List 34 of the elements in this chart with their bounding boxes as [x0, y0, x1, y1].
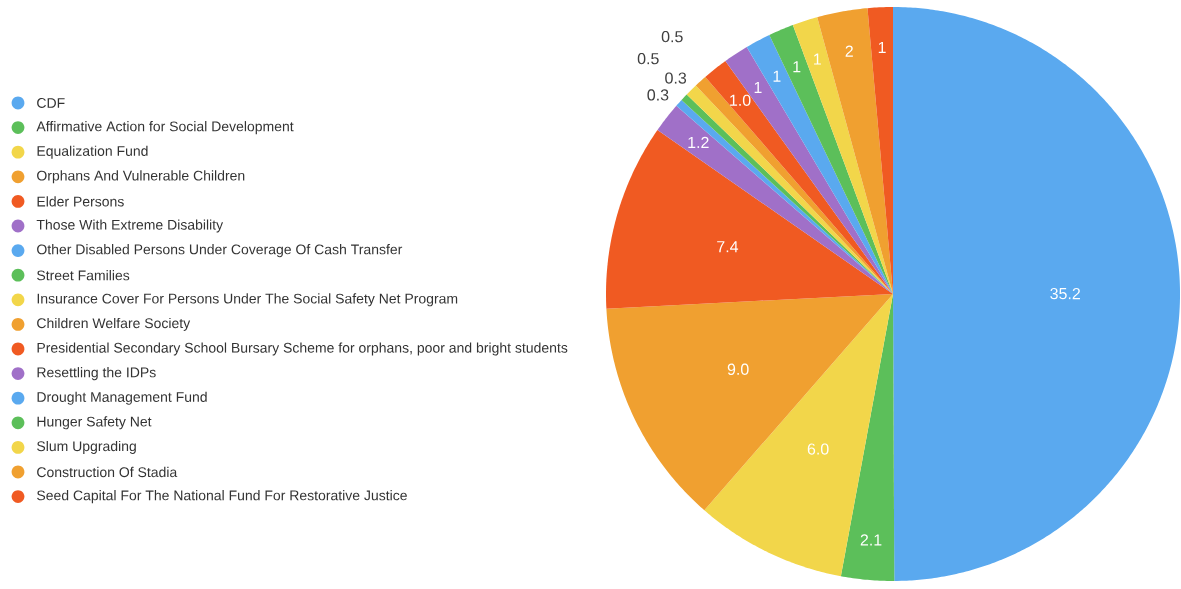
data-label: 1 [773, 70, 781, 82]
data-label: 1.2 [688, 136, 709, 148]
legend-label: Those With Extreme Disability [36, 219, 224, 233]
data-label: 1 [878, 41, 886, 53]
legend-label: Street Families [37, 270, 130, 281]
legend-label: Children Welfare Society [37, 317, 191, 331]
legend-label: Presidential Secondary School Bursary Scheme for orphans, poor and bright students [37, 342, 568, 356]
data-label: 1 [814, 53, 821, 65]
legend-label: Drought Management Fund [37, 391, 207, 405]
legend-label: Seed Capital For The National Fund For Restorative Justice [37, 490, 407, 504]
data-label: 6.0 [807, 443, 829, 455]
legend-label: Construction Of Stadia [37, 466, 178, 478]
data-label: 0.3 [665, 72, 687, 84]
data-label: 1 [754, 81, 762, 93]
legend-label: CDF [37, 98, 65, 108]
data-label: 9.0 [727, 363, 749, 375]
legend-label: Slum Upgrading [37, 440, 136, 454]
data-label: 1 [793, 61, 801, 73]
data-label: 2.1 [860, 534, 882, 546]
legend-label: Insurance Cover For Persons Under The Social Safety Net Program [37, 293, 458, 307]
data-label: 0.5 [661, 30, 683, 43]
legend-label: Orphans And Vulnerable Children [37, 170, 245, 184]
data-label: 0.3 [647, 89, 669, 101]
data-label: 7.4 [717, 241, 739, 253]
data-label: 0.5 [637, 52, 659, 65]
legend-label: Affirmative Action for Social Development [36, 121, 294, 135]
legend-label: Hunger Safety Net [37, 416, 152, 430]
data-label: 1.0 [730, 94, 751, 106]
data-label: 35.2 [1050, 287, 1080, 300]
legend-label: Resettling the IDPs [37, 367, 156, 381]
legend-label: Equalization Fund [37, 145, 148, 159]
data-label: 2 [845, 45, 853, 57]
legend-label: Elder Persons [37, 196, 124, 207]
legend-label: Other Disabled Persons Under Coverage Of Cash Transfer [37, 244, 403, 258]
